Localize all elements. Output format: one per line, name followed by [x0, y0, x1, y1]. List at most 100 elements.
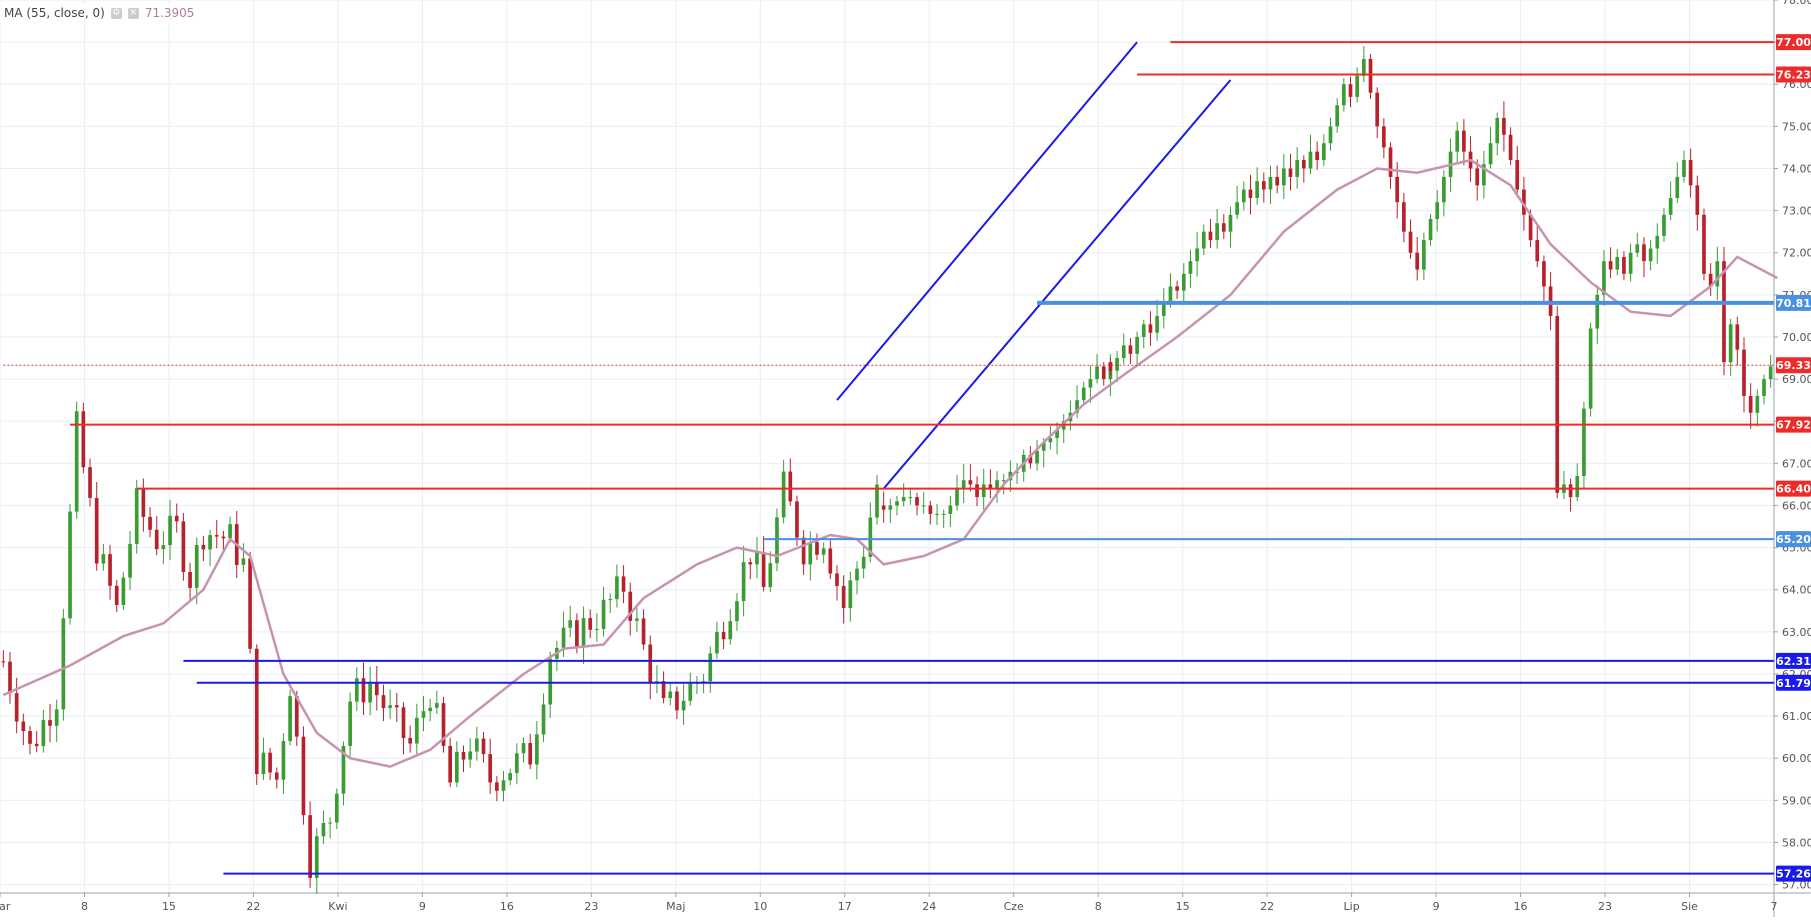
price-tick-label: 61.00	[1782, 710, 1811, 723]
price-tick-label: 58.00	[1782, 836, 1811, 849]
candle-body	[681, 700, 686, 711]
candle-body	[968, 480, 973, 485]
candle-body	[81, 411, 86, 468]
time-tick-label: 22	[246, 900, 260, 913]
candle-body	[748, 562, 753, 565]
candle-body	[448, 745, 453, 783]
candle-body	[901, 497, 906, 502]
candle-body	[1502, 117, 1506, 135]
candle-body	[728, 621, 733, 640]
candle-body	[68, 511, 72, 619]
candle-body	[1422, 240, 1426, 270]
price-tick-label: 59.00	[1782, 794, 1811, 807]
trend-channel-line	[882, 79, 1232, 490]
candle-body	[1315, 151, 1319, 161]
candle-body	[1722, 261, 1726, 363]
candle-body	[41, 720, 46, 747]
candle-body	[128, 543, 132, 578]
candle-body	[1595, 294, 1600, 329]
candle-body	[1055, 429, 1059, 439]
candle-body	[114, 585, 119, 605]
candle-body	[975, 484, 979, 498]
level-badge-61.79	[1776, 674, 1811, 691]
candle-body	[1755, 395, 1760, 413]
candle-body	[768, 563, 773, 588]
candle-body	[848, 580, 853, 609]
candle-body	[1748, 395, 1753, 413]
candle-body	[8, 661, 12, 694]
price-tick-label: 72.00	[1782, 247, 1811, 260]
candle-body	[1335, 105, 1340, 127]
candle-body	[314, 836, 319, 878]
time-tick-label: 15	[1176, 900, 1190, 913]
candle-body	[1342, 84, 1346, 106]
price-tick-label: 63.00	[1782, 626, 1811, 639]
candle-body	[408, 738, 412, 744]
candle-body	[141, 488, 146, 517]
candle-body	[621, 576, 626, 592]
candle-body	[1375, 92, 1380, 127]
candle-body	[875, 484, 879, 518]
candle-body	[521, 743, 526, 754]
candle-body	[34, 743, 39, 747]
candle-body	[1495, 117, 1500, 144]
time-tick-label: 23	[1598, 900, 1612, 913]
candle-body	[1682, 160, 1686, 177]
time-tick-label: 9	[1433, 900, 1440, 913]
candle-body	[575, 620, 579, 648]
candle-body	[1528, 214, 1533, 241]
candle-body	[1602, 261, 1606, 295]
candle-body	[254, 648, 259, 775]
candle-body	[641, 618, 646, 645]
price-tick-label: 70.00	[1782, 331, 1811, 344]
candle-body	[208, 535, 212, 550]
candle-body	[601, 599, 606, 629]
candle-body	[1355, 75, 1360, 97]
candle-body	[1175, 286, 1179, 291]
moving-average-line	[2, 158, 1778, 768]
candle-body	[1508, 134, 1513, 161]
level-badge-text-69.33: 69.33	[1776, 359, 1811, 372]
candle-body	[1195, 248, 1199, 262]
candle-body	[708, 653, 713, 682]
candle-body	[1181, 273, 1186, 291]
candle-body	[921, 505, 926, 507]
level-badge-67.92	[1776, 416, 1811, 433]
candle-body	[1, 661, 6, 663]
candle-body	[1702, 214, 1706, 274]
level-badge-69.33	[1776, 357, 1811, 374]
candle-body	[1735, 324, 1740, 350]
candle-body	[688, 683, 693, 701]
candle-body	[868, 517, 873, 557]
candle-body	[861, 556, 866, 569]
candle-body	[461, 752, 466, 760]
candle-body	[821, 548, 826, 555]
price-tick-label: 73.00	[1782, 205, 1811, 218]
candle-body	[1582, 408, 1586, 476]
indicator-legend[interactable]: MA (55, close, 0) ⚙ ✕ 71.3905	[0, 4, 199, 22]
candle-body	[955, 488, 959, 506]
candle-body	[361, 678, 366, 703]
candle-body	[1695, 185, 1700, 215]
candle-body	[294, 696, 299, 737]
candle-body	[434, 703, 439, 708]
candle-body	[561, 627, 566, 648]
close-icon[interactable]: ✕	[127, 7, 139, 19]
candle-body	[1428, 219, 1433, 241]
candle-body	[568, 620, 573, 628]
candle-body	[1608, 261, 1613, 270]
level-badge-text-57.26: 57.26	[1776, 868, 1811, 881]
time-tick-label: Maj	[666, 900, 685, 913]
candle-body	[941, 513, 946, 515]
candle-body	[94, 497, 99, 564]
candle-body	[895, 501, 899, 506]
candle-body	[675, 691, 679, 711]
candle-body	[1388, 147, 1393, 177]
candle-body	[981, 484, 986, 498]
candle-body	[1768, 366, 1773, 380]
settings-icon[interactable]: ⚙	[110, 7, 122, 19]
level-badge-70.81	[1776, 294, 1811, 311]
level-badge-text-66.40: 66.40	[1776, 483, 1811, 496]
